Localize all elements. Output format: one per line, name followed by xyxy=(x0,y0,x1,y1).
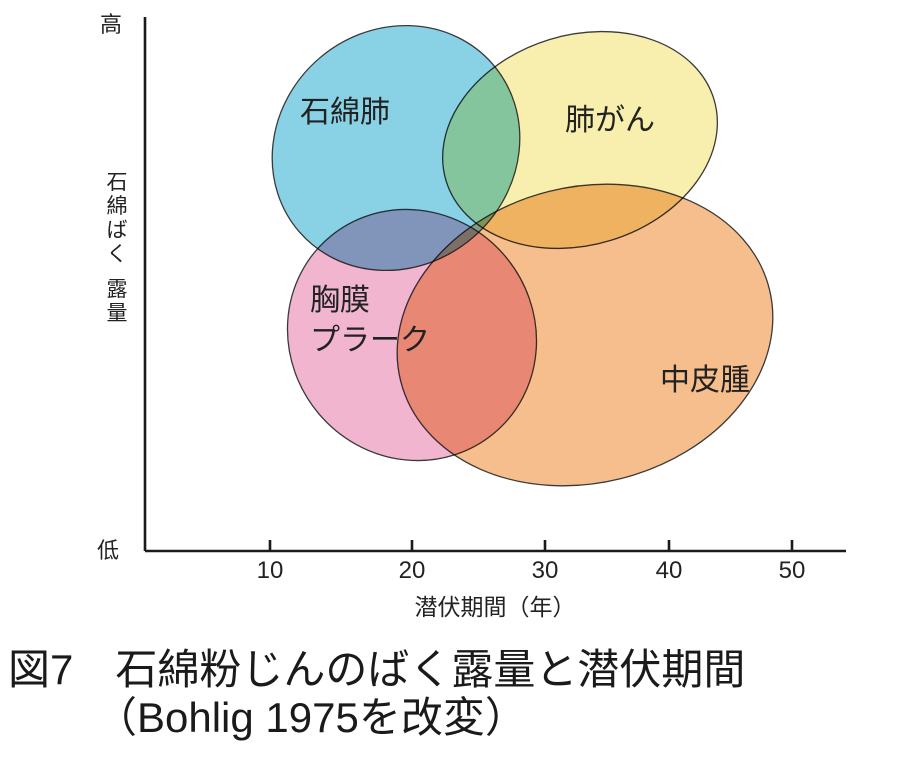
svg-text:胸膜: 胸膜 xyxy=(310,284,370,317)
svg-text:40: 40 xyxy=(656,557,683,584)
svg-text:プラーク: プラーク xyxy=(310,324,430,357)
svg-text:10: 10 xyxy=(257,557,284,584)
svg-text:潜伏期間（年）: 潜伏期間（年） xyxy=(415,594,576,620)
svg-text:く: く xyxy=(107,243,128,266)
svg-text:量: 量 xyxy=(107,302,128,325)
svg-text:石: 石 xyxy=(107,171,128,194)
svg-text:低: 低 xyxy=(97,538,119,563)
svg-text:50: 50 xyxy=(779,557,806,584)
svg-text:肺がん: 肺がん xyxy=(565,104,655,137)
svg-text:（Bohlig 1975を改変）: （Bohlig 1975を改変） xyxy=(95,694,527,741)
svg-text:露: 露 xyxy=(107,278,128,301)
svg-text:高: 高 xyxy=(100,12,122,37)
svg-text:綿: 綿 xyxy=(107,195,128,218)
svg-text:ば: ば xyxy=(107,219,128,242)
svg-text:図7 石綿粉じんのばく露量と潜伏期間: 図7 石綿粉じんのばく露量と潜伏期間 xyxy=(8,646,745,693)
svg-text:中皮腫: 中皮腫 xyxy=(660,364,750,397)
svg-text:石綿肺: 石綿肺 xyxy=(300,96,390,129)
svg-text:20: 20 xyxy=(399,557,426,584)
svg-text:30: 30 xyxy=(532,557,559,584)
